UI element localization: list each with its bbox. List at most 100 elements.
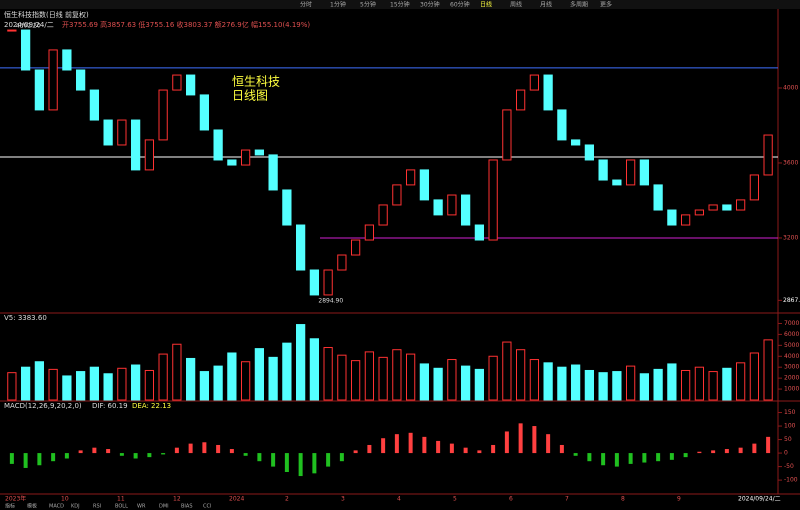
volume-bar bbox=[76, 371, 86, 401]
macd-bar bbox=[188, 443, 193, 454]
macd-bar bbox=[174, 447, 179, 454]
macd-bar bbox=[243, 453, 248, 456]
date-label: 12 bbox=[173, 496, 181, 503]
candle bbox=[406, 169, 416, 186]
macd-bar bbox=[202, 442, 207, 454]
macd-bar bbox=[628, 453, 633, 464]
menu-item[interactable]: 15分钟 bbox=[390, 1, 410, 9]
volume-bar bbox=[254, 348, 264, 401]
macd-bar bbox=[92, 447, 97, 454]
macd-tick-label: 0 bbox=[784, 450, 788, 457]
menu-item[interactable]: 日线 bbox=[480, 1, 492, 9]
menu-item[interactable]: 更多 bbox=[600, 1, 612, 9]
date-label: 2023年 bbox=[5, 495, 26, 503]
candle bbox=[351, 239, 361, 256]
volume-bar bbox=[103, 373, 113, 401]
volume-tick-label: 2000 bbox=[784, 375, 799, 382]
volume-bar bbox=[21, 366, 31, 401]
volume-bar bbox=[447, 359, 457, 401]
volume-bar bbox=[653, 368, 663, 401]
macd-tick-label: 50 bbox=[784, 436, 792, 443]
candle bbox=[598, 159, 608, 181]
candle bbox=[667, 209, 677, 226]
tab[interactable]: RSI bbox=[93, 504, 101, 510]
tab[interactable]: KDJ bbox=[71, 504, 80, 510]
macd-bar bbox=[683, 453, 688, 458]
macd-bar bbox=[408, 432, 413, 454]
candle bbox=[722, 204, 732, 211]
title: 恒生科技指数(日线 前复权) bbox=[4, 10, 89, 19]
candle bbox=[103, 119, 113, 146]
macd-tick-label: -100 bbox=[784, 477, 798, 484]
volume-bar bbox=[584, 369, 594, 401]
candle bbox=[708, 204, 718, 211]
menu-item[interactable]: 周线 bbox=[510, 1, 522, 9]
tab[interactable]: DMI bbox=[159, 504, 169, 510]
menu-item[interactable]: 60分钟 bbox=[450, 1, 470, 9]
tab[interactable]: BOLL bbox=[115, 504, 128, 510]
volume-bar bbox=[763, 339, 773, 401]
menu-item[interactable]: 1分钟 bbox=[330, 1, 346, 9]
menu-item[interactable]: 多周期 bbox=[570, 1, 588, 9]
tab[interactable]: 模板 bbox=[27, 503, 37, 510]
candle bbox=[736, 199, 746, 211]
volume-label: V5: 3383.60 bbox=[4, 314, 47, 322]
macd-bar bbox=[9, 453, 14, 464]
tab[interactable]: 指标 bbox=[5, 503, 15, 510]
macd-bar bbox=[23, 453, 28, 468]
macd-bar bbox=[491, 444, 496, 454]
candle bbox=[227, 159, 237, 166]
menu-item[interactable]: 月线 bbox=[540, 1, 552, 9]
volume-bar bbox=[323, 347, 333, 401]
price-tick-label: 2867.20 bbox=[783, 297, 800, 304]
candle bbox=[76, 69, 86, 91]
macd-bar bbox=[133, 453, 138, 459]
tab[interactable]: WR bbox=[137, 504, 146, 510]
volume-tick-label: 3000 bbox=[784, 364, 799, 371]
macd-bar bbox=[119, 453, 124, 456]
volume-bar bbox=[736, 362, 746, 401]
volume-bar bbox=[241, 361, 251, 401]
candle bbox=[557, 109, 567, 141]
last-date: 2024/09/24/二 bbox=[738, 496, 781, 503]
menu-item[interactable]: 30分钟 bbox=[420, 1, 440, 9]
candle bbox=[364, 224, 374, 241]
macd-bar bbox=[477, 450, 482, 454]
volume-bar bbox=[516, 349, 526, 401]
macd-bar bbox=[257, 453, 262, 462]
menu-item[interactable]: 分时 bbox=[300, 1, 312, 9]
macd-bar bbox=[271, 453, 276, 467]
candle bbox=[296, 224, 306, 271]
tab[interactable]: BIAS bbox=[181, 504, 193, 510]
macd-bar bbox=[381, 438, 386, 454]
menu-item[interactable]: 5分钟 bbox=[360, 1, 376, 9]
annotation: 恒生科技 bbox=[232, 75, 280, 89]
candle bbox=[392, 184, 402, 206]
candle bbox=[639, 159, 649, 186]
volume-tick-label: 6000 bbox=[784, 331, 799, 338]
candle bbox=[571, 139, 581, 146]
volume-bar bbox=[557, 366, 567, 401]
tab[interactable]: MACD bbox=[49, 504, 64, 510]
macd-bar bbox=[216, 444, 221, 454]
volume-bar bbox=[474, 368, 484, 401]
date-label: 5 bbox=[453, 496, 457, 503]
macd-bar bbox=[532, 426, 537, 454]
candle bbox=[378, 204, 388, 226]
price-tick-label: 3200 bbox=[783, 234, 798, 241]
macd-dea: DEA: 22.13 bbox=[132, 402, 171, 410]
macd-tick-label: 150 bbox=[784, 409, 796, 416]
macd-bar bbox=[559, 444, 564, 454]
volume-bar bbox=[626, 365, 636, 401]
candle bbox=[282, 189, 292, 226]
macd-bar bbox=[353, 450, 358, 454]
macd-bar bbox=[504, 431, 509, 454]
tab[interactable]: CCI bbox=[203, 504, 211, 510]
volume-bar bbox=[172, 343, 182, 401]
volume-bar bbox=[364, 351, 374, 401]
candle bbox=[749, 174, 759, 201]
date-label: 11 bbox=[117, 496, 125, 503]
volume-bar bbox=[158, 353, 168, 401]
volume-bar bbox=[598, 372, 608, 401]
volume-bar bbox=[667, 363, 677, 401]
